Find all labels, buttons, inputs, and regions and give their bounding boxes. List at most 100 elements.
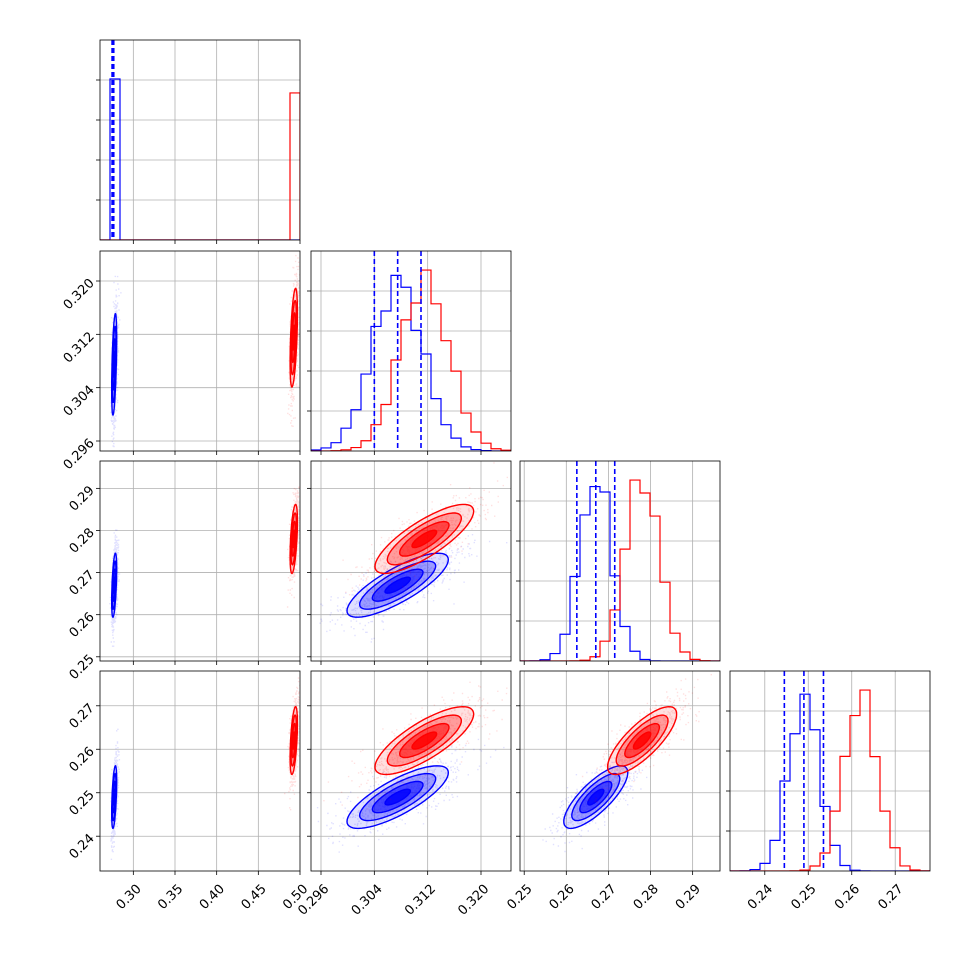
contour-line-blue [563,765,629,830]
contour-line-blue [112,338,117,391]
y-tick-label: 0.28 [67,526,98,557]
y-tick-label: 0.312 [61,329,98,366]
x-tick-label: 0.24 [745,882,776,913]
contour-line-red [374,503,475,575]
density-fill-red [412,530,437,548]
histogram-blue [100,78,300,240]
density-fill-blue [587,789,604,805]
x-tick-label: 0.26 [547,882,578,913]
x-tick-label: 0.320 [455,882,492,919]
scatter-panel-2-0 [100,461,300,661]
x-tick-label: 0.27 [589,882,620,913]
scatter-panel-2-1 [311,461,511,661]
contour-line-red [411,529,438,549]
scatter-panel-3-0 [100,671,300,871]
y-tick-label: 0.27 [67,568,98,599]
y-tick-label: 0.24 [67,831,98,862]
contour-line-red [411,731,438,750]
x-tick-label: 0.45 [239,882,270,913]
contour-line-red [290,714,298,767]
x-tick-label: 0.26 [832,882,863,913]
contour-line-blue [112,788,116,806]
y-tick-label: 0.26 [67,610,98,641]
contour-line-red [606,705,678,776]
panel-frame [729,670,931,872]
density-fill-red [633,732,651,749]
x-tick-label: 0.27 [875,882,906,913]
contour-line-red [292,731,296,750]
histogram-red [730,689,930,871]
histogram-red [100,92,300,240]
contour-line-red [289,706,299,776]
contour-line-red [398,520,450,557]
contour-line-blue [112,780,117,814]
contour-line-red [289,503,299,575]
scatter-panel-3-1 [311,671,511,871]
density-fill-blue [385,789,411,805]
histogram-panel-2 [520,461,720,661]
x-tick-label: 0.30 [114,882,145,913]
contour-line-red [374,705,475,776]
contour-line-red [386,714,463,767]
x-tick-label: 0.28 [631,882,662,913]
scatter-panel-3-2 [520,671,720,871]
panel-frame [310,250,512,452]
scatter-panel-1-0 [100,251,300,451]
y-tick-label: 0.25 [67,788,98,819]
y-tick-label: 0.27 [67,701,98,732]
density-fill-red [412,732,437,749]
contour-line-red [632,731,652,750]
histogram-panel-3 [730,671,930,871]
contour-line-red [289,287,299,388]
contour-line-blue [358,772,437,822]
histogram-red [311,269,511,451]
panel-frame [99,670,301,872]
contour-line-red [290,300,298,376]
x-tick-label: 0.25 [788,882,819,913]
contour-line-red [386,512,463,566]
contour-line-red [290,512,298,566]
contour-line-blue [112,350,116,378]
contour-line-red [398,722,450,759]
contour-line-red [292,529,296,549]
contour-line-blue [346,765,450,830]
x-tick-label: 0.35 [155,882,186,913]
contour-line-red [291,520,297,557]
contour-line-blue [384,576,411,594]
y-tick-label: 0.296 [61,436,98,473]
scatter-points-red [326,462,508,596]
y-tick-label: 0.320 [61,276,98,313]
panel-frame [310,670,512,872]
contour-line-blue [579,780,613,814]
x-tick-label: 0.29 [673,882,704,913]
contour-line-blue [371,780,424,814]
panel-frame [99,250,301,452]
x-tick-label: 0.40 [197,882,228,913]
panel-frame [310,460,512,662]
panel-frame [519,460,721,662]
contour-line-red [292,324,296,351]
x-tick-label: 0.25 [504,882,535,913]
contour-line-red [291,312,297,363]
density-fill-blue [385,577,411,594]
y-tick-label: 0.304 [61,383,98,420]
y-tick-label: 0.25 [67,652,98,683]
contour-line-blue [384,788,411,806]
histogram-panel-0 [100,40,300,240]
contour-line-blue [112,568,117,602]
contour-line-red [615,714,669,767]
y-tick-label: 0.29 [67,483,98,514]
contour-line-blue [112,576,116,594]
contour-line-red [624,722,661,759]
contour-line-blue [571,772,621,822]
contour-line-blue [587,788,605,806]
y-tick-label: 0.26 [67,744,98,775]
x-tick-label: 0.304 [349,882,386,919]
histogram-red [520,479,720,661]
panel-frame [99,460,301,662]
panel-frame [99,39,301,241]
contour-line-blue [371,568,424,602]
x-tick-label: 0.312 [402,882,439,919]
panel-frame [519,670,721,872]
